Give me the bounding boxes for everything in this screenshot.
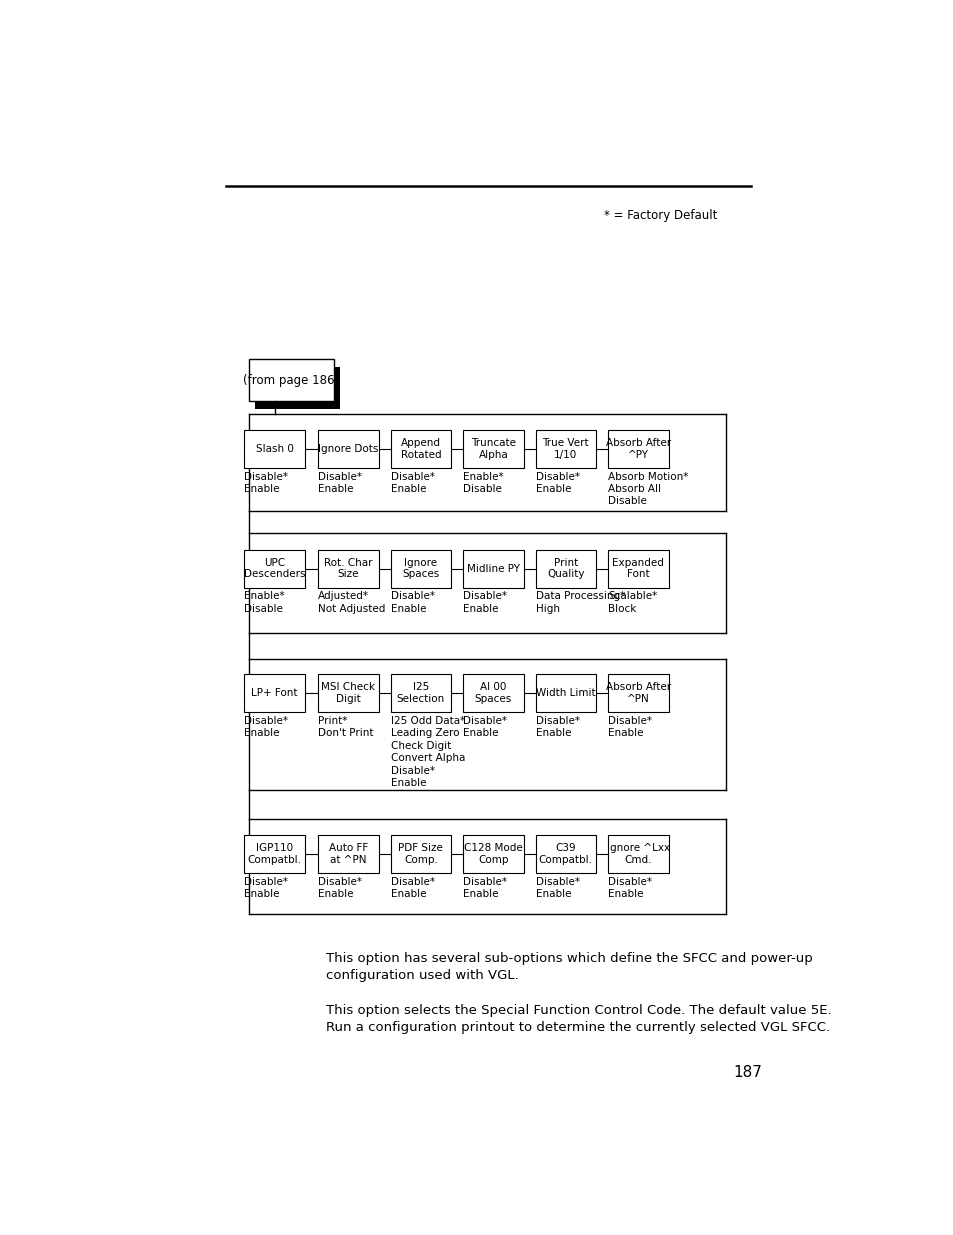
Text: Midline PY: Midline PY (466, 563, 519, 573)
Bar (607, 674, 668, 713)
Bar (462, 835, 523, 873)
Text: (from page 186): (from page 186) (243, 374, 339, 387)
Bar (535, 674, 596, 713)
Text: This option has several sub-options which define the SFCC and power-up
configura: This option has several sub-options whic… (326, 952, 812, 982)
Text: Disable*
Enable: Disable* Enable (535, 472, 578, 494)
Bar (244, 550, 305, 588)
Text: AI 00
Spaces: AI 00 Spaces (475, 682, 512, 704)
Text: Disable*
Enable: Disable* Enable (462, 716, 506, 739)
Text: Disable*
Enable: Disable* Enable (390, 592, 435, 614)
Bar (390, 550, 451, 588)
Bar (244, 674, 305, 713)
Text: Print*
Don't Print: Print* Don't Print (317, 716, 374, 739)
Text: Data Processing*
High: Data Processing* High (535, 592, 624, 614)
Text: I25 Odd Data*
Leading Zero
Check Digit
Convert Alpha
Disable*
Enable: I25 Odd Data* Leading Zero Check Digit C… (390, 716, 464, 788)
Text: Enable*
Disable: Enable* Disable (244, 592, 285, 614)
Text: Disable*
Enable: Disable* Enable (535, 877, 578, 899)
Bar (390, 674, 451, 713)
Bar (255, 367, 339, 409)
Text: Scalable*
Block: Scalable* Block (607, 592, 657, 614)
Bar (317, 550, 378, 588)
Bar (390, 430, 451, 468)
Bar (607, 550, 668, 588)
Text: Ignore
Spaces: Ignore Spaces (402, 558, 439, 579)
Text: MSI Check
Digit: MSI Check Digit (321, 682, 375, 704)
Text: Ignore ^Lxx
Cmd.: Ignore ^Lxx Cmd. (606, 844, 669, 864)
Text: I25
Selection: I25 Selection (396, 682, 444, 704)
Bar (462, 674, 523, 713)
Bar (535, 835, 596, 873)
Bar (244, 835, 305, 873)
Bar (249, 359, 334, 401)
Text: Print
Quality: Print Quality (546, 558, 584, 579)
Text: UPC
Descenders: UPC Descenders (244, 558, 305, 579)
Text: True Vert
1/10: True Vert 1/10 (542, 438, 589, 459)
Text: Disable*
Enable: Disable* Enable (462, 877, 506, 899)
Text: Disable*
Enable: Disable* Enable (607, 716, 651, 739)
Bar (317, 430, 378, 468)
Text: Disable*
Enable: Disable* Enable (244, 716, 288, 739)
Text: Ignore Dots: Ignore Dots (318, 443, 378, 453)
Text: Width Limit: Width Limit (536, 688, 595, 698)
Text: Disable*
Enable: Disable* Enable (244, 472, 288, 494)
Bar (317, 674, 378, 713)
Text: 187: 187 (733, 1065, 761, 1081)
Bar (535, 430, 596, 468)
Text: * = Factory Default: * = Factory Default (603, 209, 716, 222)
Bar (535, 550, 596, 588)
Text: Auto FF
at ^PN: Auto FF at ^PN (329, 844, 368, 864)
Text: Enable*
Disable: Enable* Disable (462, 472, 503, 494)
Bar (607, 430, 668, 468)
Text: Disable*
Enable: Disable* Enable (535, 716, 578, 739)
Bar (462, 430, 523, 468)
Text: Disable*
Enable: Disable* Enable (317, 877, 362, 899)
Text: C39
Compatbl.: C39 Compatbl. (538, 844, 592, 864)
Bar (244, 430, 305, 468)
Text: Expanded
Font: Expanded Font (612, 558, 663, 579)
Text: Disable*
Enable: Disable* Enable (607, 877, 651, 899)
Text: Disable*
Enable: Disable* Enable (390, 877, 435, 899)
Text: Truncate
Alpha: Truncate Alpha (471, 438, 516, 459)
Text: Disable*
Enable: Disable* Enable (244, 877, 288, 899)
Text: PDF Size
Comp.: PDF Size Comp. (398, 844, 443, 864)
Text: Rot. Char
Size: Rot. Char Size (324, 558, 373, 579)
Text: Absorb Motion*
Absorb All
Disable: Absorb Motion* Absorb All Disable (607, 472, 688, 506)
Text: Adjusted*
Not Adjusted: Adjusted* Not Adjusted (317, 592, 385, 614)
Text: This option selects the Special Function Control Code. The default value 5E.
Run: This option selects the Special Function… (326, 1004, 831, 1034)
Bar (390, 835, 451, 873)
Text: Absorb After
^PN: Absorb After ^PN (605, 682, 670, 704)
Text: C128 Mode
Comp: C128 Mode Comp (463, 844, 522, 864)
Text: Slash 0: Slash 0 (255, 443, 294, 453)
Bar (317, 835, 378, 873)
Bar (462, 550, 523, 588)
Text: LP+ Font: LP+ Font (251, 688, 297, 698)
Text: IGP110
Compatbl.: IGP110 Compatbl. (247, 844, 301, 864)
Text: Disable*
Enable: Disable* Enable (462, 592, 506, 614)
Text: Append
Rotated: Append Rotated (400, 438, 440, 459)
Text: Disable*
Enable: Disable* Enable (390, 472, 435, 494)
Bar (607, 835, 668, 873)
Text: Absorb After
^PY: Absorb After ^PY (605, 438, 670, 459)
Text: Disable*
Enable: Disable* Enable (317, 472, 362, 494)
